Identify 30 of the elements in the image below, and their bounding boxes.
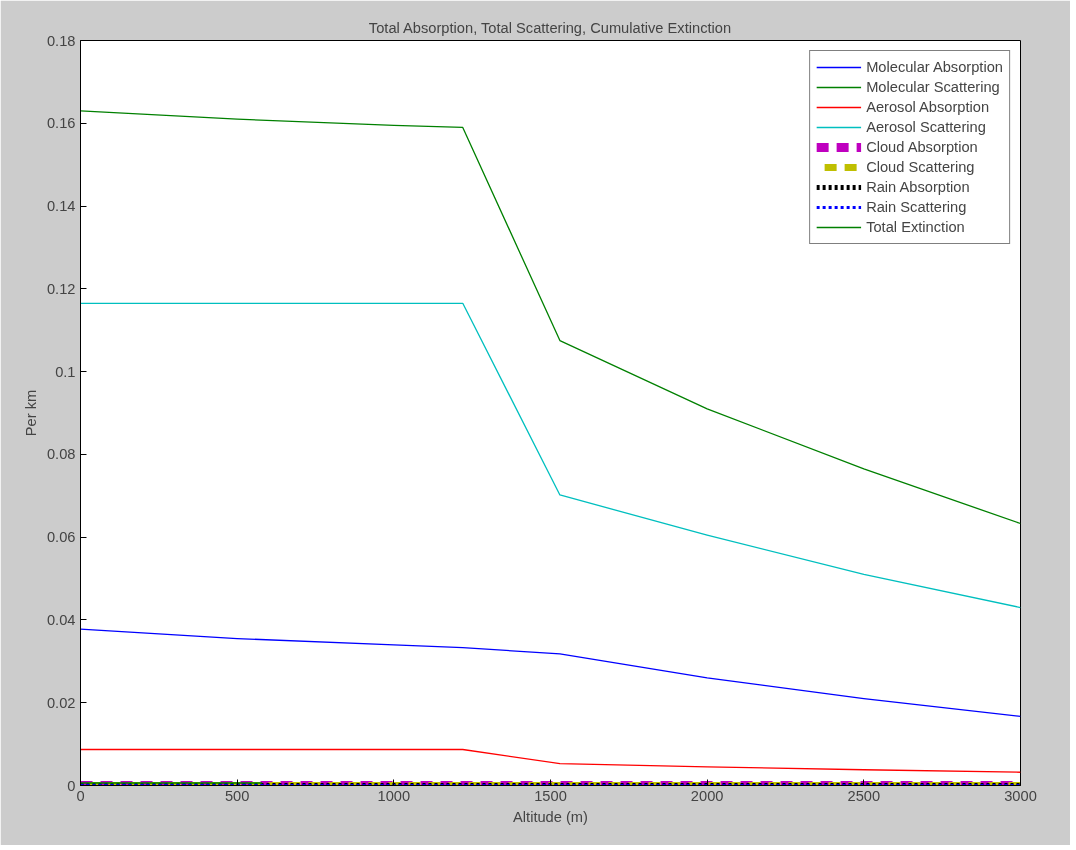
x-tick-label: 500 (224, 787, 250, 804)
y-tick-label: 0.02 (46, 694, 76, 711)
y-tick-label: 0.08 (46, 446, 76, 463)
y-tick-label: 0.14 (46, 198, 76, 215)
legend-label: Rain Scattering (866, 199, 967, 215)
y-tick-label: 0.06 (46, 529, 76, 546)
y-tick-label: 0.12 (46, 280, 76, 297)
legend-label: Aerosol Absorption (866, 99, 990, 115)
line-series (80, 628, 1021, 718)
chart-title: Total Absorption, Total Scattering, Cumulative Extinction (368, 19, 732, 36)
line-series (80, 748, 1021, 773)
y-tick-label: 0.18 (46, 32, 76, 49)
y-axis-title: Per km (22, 389, 39, 437)
line-series (80, 302, 1021, 609)
legend-label: Molecular Absorption (866, 59, 1003, 75)
y-tick-label: 0.04 (46, 611, 76, 628)
x-tick-label: 1500 (534, 787, 567, 804)
x-tick-label: 1000 (377, 787, 411, 804)
legend-label: Total Extinction (866, 219, 965, 235)
y-tick-label: 0.16 (46, 115, 76, 132)
x-tick-label: 2500 (847, 787, 881, 804)
x-tick-label: 3000 (1004, 787, 1037, 804)
x-tick-label: 2000 (690, 787, 724, 804)
legend-label: Rain Absorption (866, 179, 970, 195)
y-tick-label: 0.1 (55, 363, 76, 380)
legend-label: Aerosol Scattering (866, 119, 986, 135)
x-axis-title: Altitude (m) (513, 808, 588, 825)
legend-label: Cloud Absorption (866, 139, 978, 155)
legend-label: Cloud Scattering (866, 159, 975, 175)
legend-label: Molecular Scattering (866, 79, 1000, 95)
